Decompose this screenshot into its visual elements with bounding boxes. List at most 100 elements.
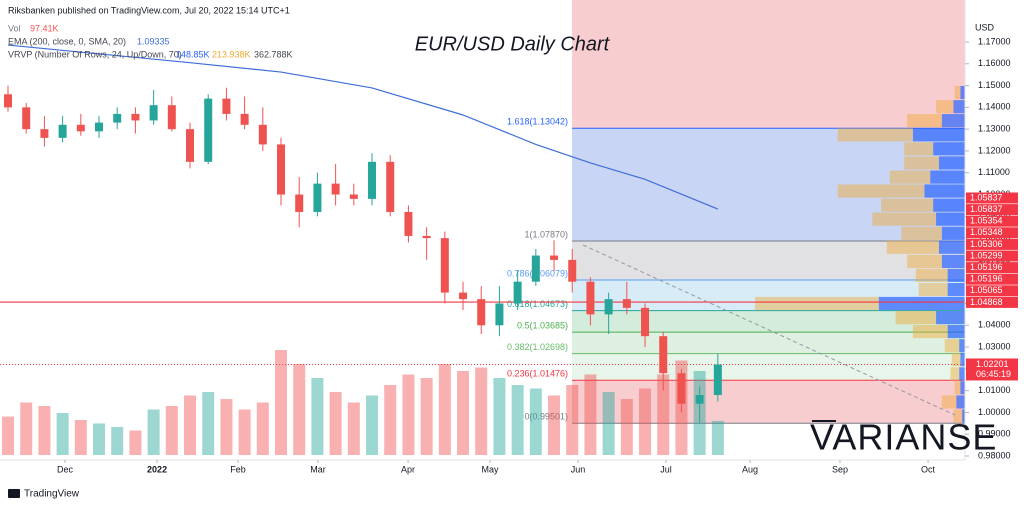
vrvp-up xyxy=(960,381,965,395)
price-label-box xyxy=(966,238,1018,250)
candle-body xyxy=(604,299,613,315)
candle-body xyxy=(313,183,322,212)
candle-body xyxy=(386,161,395,212)
y-tick-label: 1.13000 xyxy=(978,124,1011,134)
fib-band xyxy=(572,128,965,241)
volume-bar xyxy=(620,399,633,455)
vrvp-up xyxy=(962,409,965,423)
candle-body xyxy=(677,373,686,404)
candle-body xyxy=(149,105,158,121)
price-label-box xyxy=(966,215,1018,227)
vrvp-down xyxy=(886,240,939,254)
candle-body xyxy=(258,124,267,145)
volume-bar xyxy=(366,395,379,455)
candle-body xyxy=(477,299,486,326)
candle-body xyxy=(4,94,13,108)
volume-bar xyxy=(111,427,124,455)
volume-bar xyxy=(275,350,288,455)
candle-body xyxy=(713,364,722,395)
y-tick-label: 1.16000 xyxy=(978,58,1011,68)
last-price: 1.02201 xyxy=(976,359,1009,369)
ema-name: EMA (200, close, 0, SMA, 20) xyxy=(8,36,126,46)
candle-body xyxy=(513,281,522,304)
y-axis-label: USD xyxy=(975,22,995,32)
vrvp-up xyxy=(947,268,965,282)
vrvp-down xyxy=(837,128,913,142)
fib-label: 0.5(1.03685) xyxy=(517,321,568,331)
price-label: 1.04868 xyxy=(970,297,1003,307)
price-label-box xyxy=(966,204,1018,216)
candle-body xyxy=(113,113,122,123)
vrvp-total: 362.788K xyxy=(254,49,293,59)
volume-bar xyxy=(438,364,451,455)
candle-body xyxy=(495,303,504,326)
vrvp-down xyxy=(918,282,948,297)
vrvp-down: 213.938K xyxy=(212,49,251,59)
vrvp-down xyxy=(944,339,960,353)
candle-body xyxy=(204,98,213,162)
volume-bar xyxy=(511,385,524,455)
volume-bar xyxy=(311,378,324,455)
last-price-box xyxy=(966,358,1018,381)
trend-line xyxy=(582,244,956,416)
volume-bar xyxy=(74,420,87,455)
x-tick-label: Dec xyxy=(57,464,74,474)
x-tick-label: Feb xyxy=(230,464,246,474)
candle-body xyxy=(349,194,358,199)
volume-bar xyxy=(657,374,670,455)
price-label-box xyxy=(966,227,1018,239)
volume-bar xyxy=(56,413,69,455)
vrvp-up xyxy=(936,311,965,325)
fib-band xyxy=(572,380,965,424)
volume-bar xyxy=(529,388,542,455)
vrvp-down xyxy=(950,367,960,381)
x-tick-label: Mar xyxy=(310,464,326,474)
vrvp-up xyxy=(878,296,965,311)
volume-bar xyxy=(329,392,342,455)
x-tick-label: Jul xyxy=(660,464,672,474)
vrvp-up xyxy=(938,240,965,254)
volume-bar xyxy=(38,406,51,455)
vrvp-up: 148.85K xyxy=(176,49,210,59)
candle-body xyxy=(95,122,104,132)
candle-body xyxy=(22,107,31,130)
candle-body xyxy=(531,255,540,282)
price-label-box xyxy=(966,250,1018,262)
volume-bar xyxy=(165,406,178,455)
y-tick-label: 1.04000 xyxy=(978,320,1011,330)
price-label-box xyxy=(966,285,1018,297)
volume-bar xyxy=(384,385,397,455)
volume-bar xyxy=(347,402,360,455)
volume-bar xyxy=(711,420,724,455)
fib-band xyxy=(572,240,965,280)
volume-bar xyxy=(602,392,615,455)
vrvp-down xyxy=(904,156,939,170)
vrvp-up xyxy=(924,184,965,198)
price-label-box xyxy=(966,262,1018,274)
volume-bar xyxy=(256,402,269,455)
vrvp-down xyxy=(912,325,948,339)
y-tick-label: 1.12000 xyxy=(978,145,1011,155)
price-label: 1.05354 xyxy=(970,216,1003,226)
y-tick-label: 1.03000 xyxy=(978,341,1011,351)
volume-bar xyxy=(548,395,561,455)
publisher: Riksbanken published on TradingView.com,… xyxy=(8,5,290,15)
vrvp-down xyxy=(755,296,879,311)
y-tick-label: 0.99000 xyxy=(978,429,1011,439)
vrvp-up xyxy=(930,170,965,184)
candle-body xyxy=(659,336,668,374)
vrvp-down xyxy=(954,381,961,395)
candle-body xyxy=(331,183,340,195)
y-tick-label: 1.17000 xyxy=(978,36,1011,46)
price-label-box xyxy=(966,192,1018,204)
vrvp-down xyxy=(936,100,954,114)
vrvp-up xyxy=(912,128,965,142)
vrvp-name: VRVP (Number Of Rows, 24, Up/Down, 70) xyxy=(8,49,182,59)
volume-bar xyxy=(402,374,415,455)
vol-name: Vol xyxy=(8,23,21,33)
volume-bar xyxy=(584,374,597,455)
countdown: 06:45:19 xyxy=(976,369,1011,379)
vrvp-up xyxy=(941,226,965,240)
candle-body xyxy=(40,129,49,138)
